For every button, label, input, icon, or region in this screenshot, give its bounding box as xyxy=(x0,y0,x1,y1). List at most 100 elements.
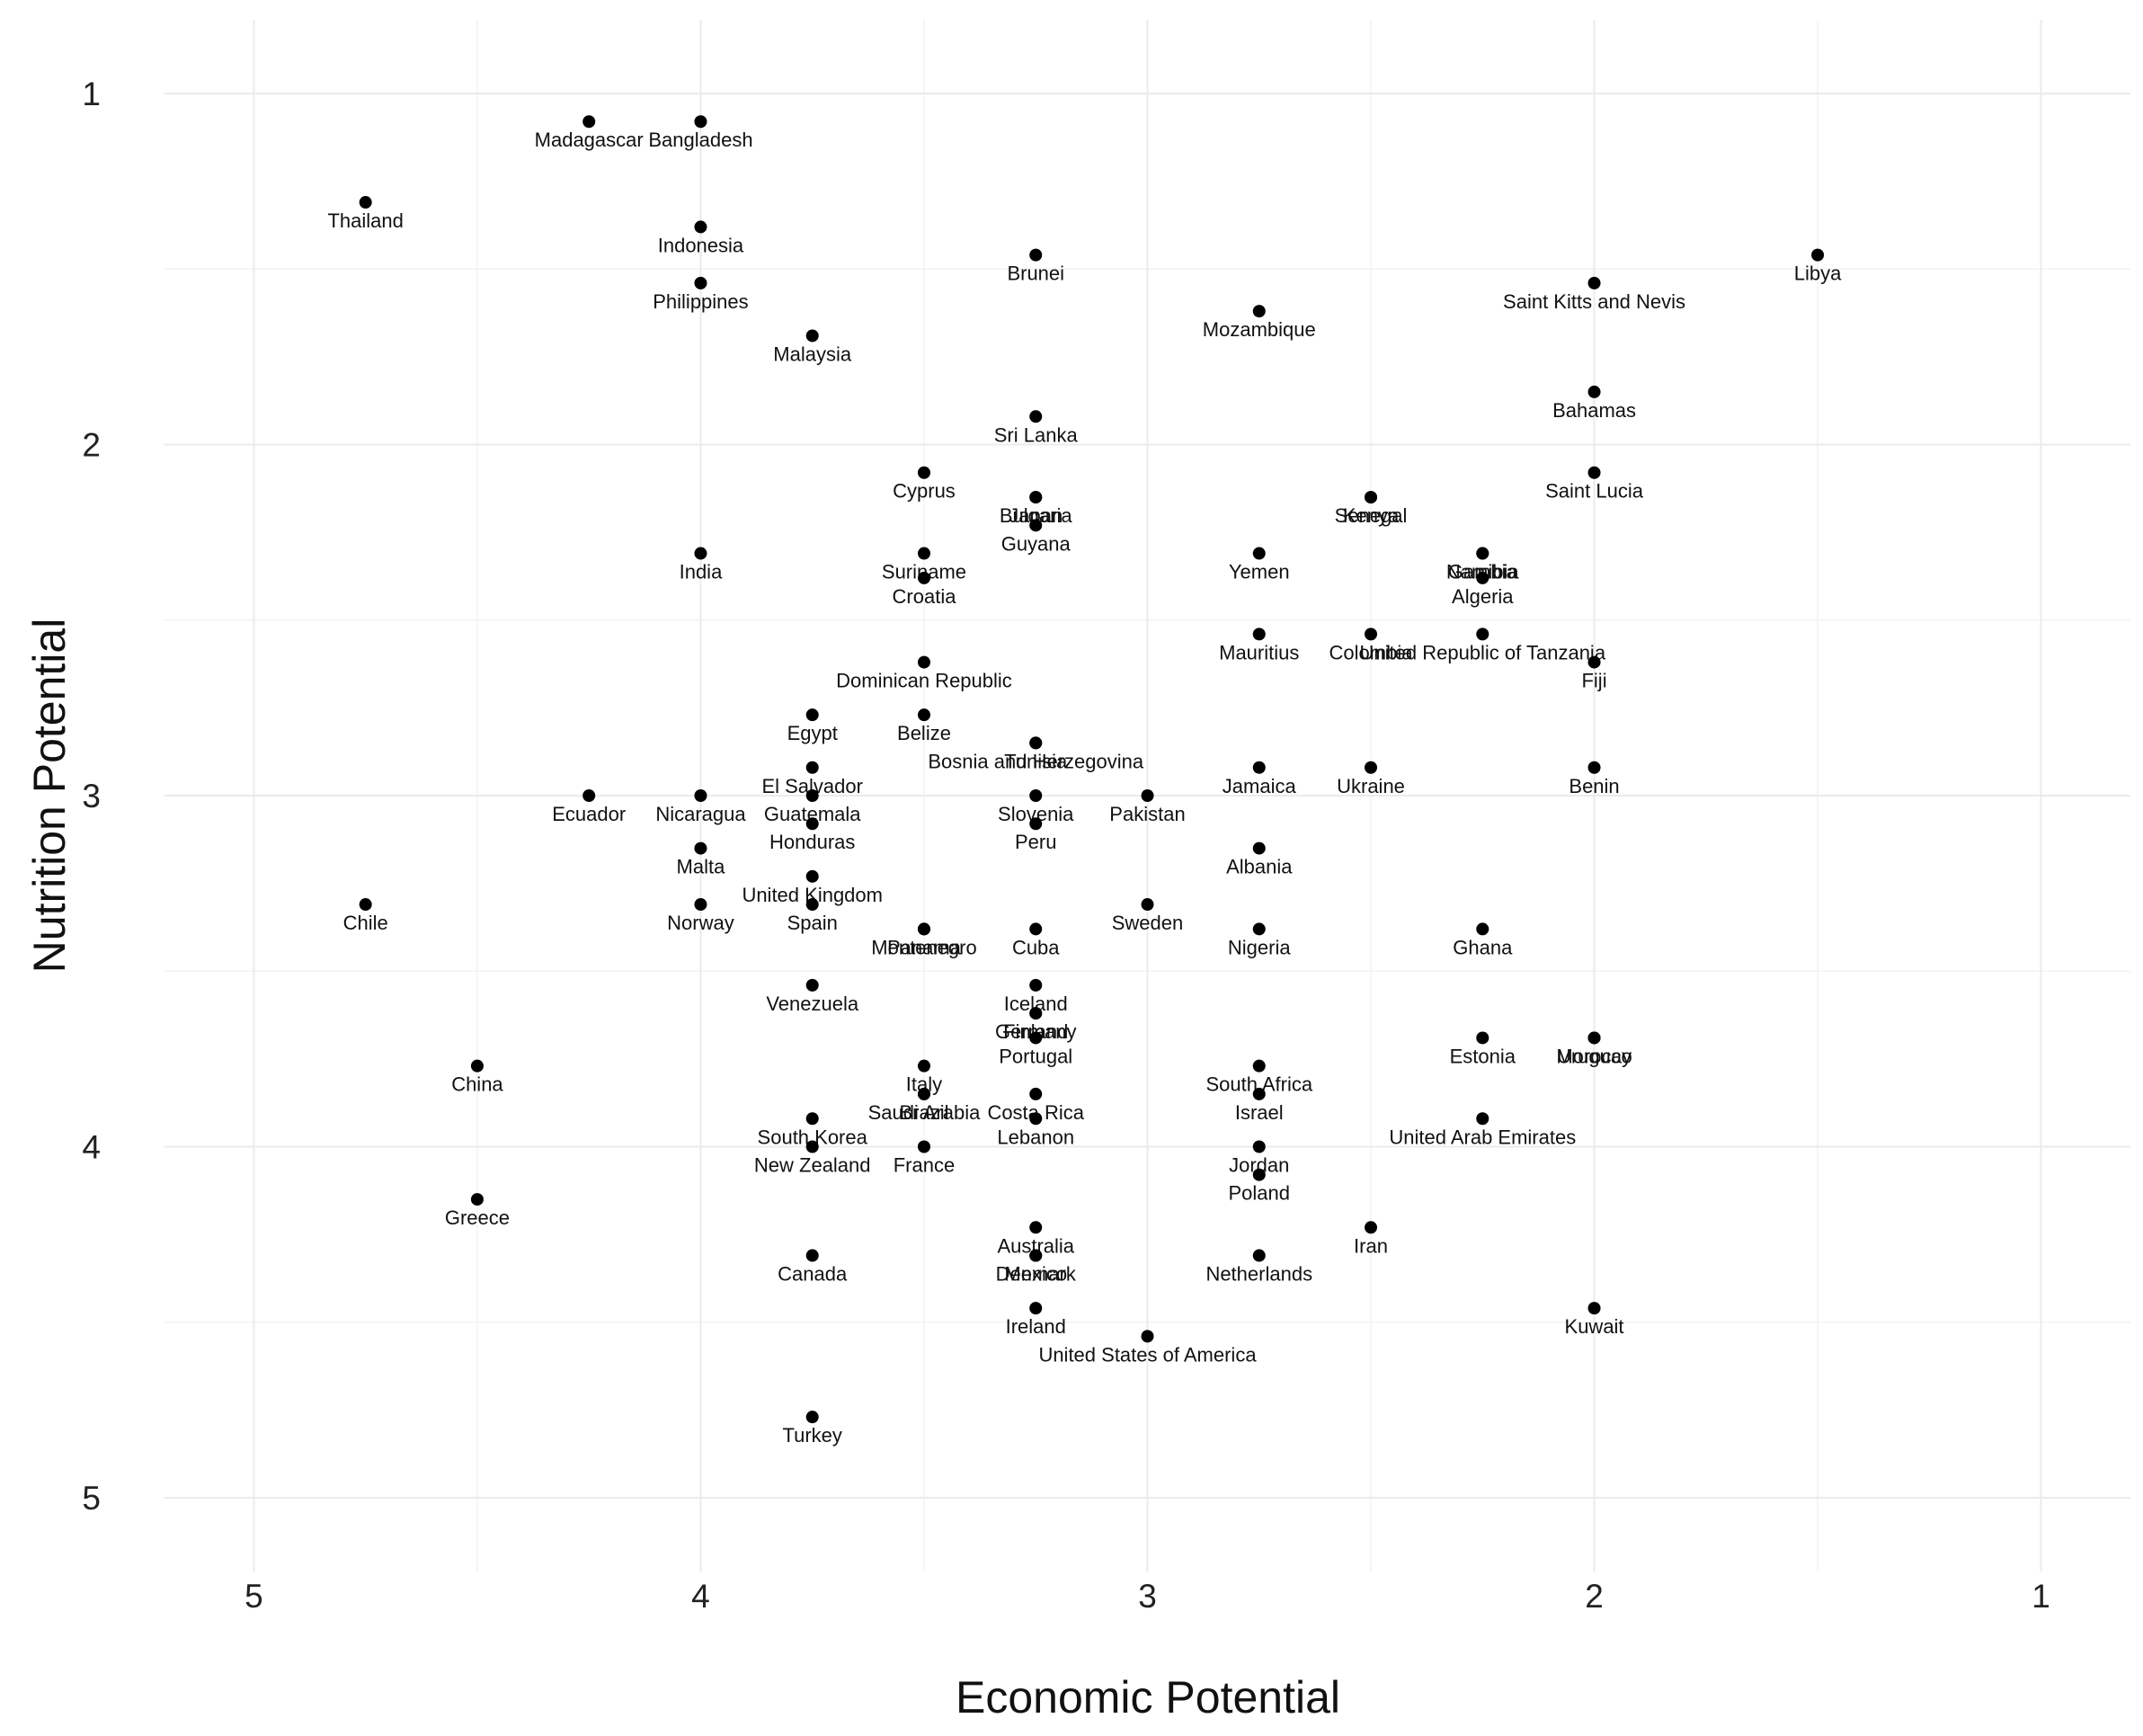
data-point xyxy=(1252,1087,1266,1100)
x-axis-ticks: 5 4 3 2 1 xyxy=(245,1578,2050,1615)
point-label: Portugal xyxy=(999,1045,1072,1067)
data-point xyxy=(694,276,707,289)
data-point xyxy=(582,115,596,129)
data-point xyxy=(1029,1087,1043,1100)
data-point xyxy=(805,1411,819,1424)
point-label: Saint Lucia xyxy=(1545,480,1644,503)
x-tick-label: 1 xyxy=(2032,1578,2050,1615)
point-label: Ghana xyxy=(1453,936,1513,958)
point-label: Cyprus xyxy=(893,480,956,503)
data-point xyxy=(1476,922,1489,936)
data-point xyxy=(1252,922,1266,936)
point-label: Belize xyxy=(897,722,951,744)
y-axis-ticks: 1 2 3 4 5 xyxy=(82,76,101,1517)
data-point xyxy=(1029,922,1043,936)
x-tick-label: 5 xyxy=(245,1578,263,1615)
point-label: Tunisia xyxy=(1004,750,1068,772)
data-point xyxy=(1029,1112,1043,1126)
data-point xyxy=(917,1059,930,1073)
data-point xyxy=(1476,1112,1489,1126)
point-label: Cuba xyxy=(1012,936,1060,958)
point-label: Turkey xyxy=(783,1424,842,1447)
data-point xyxy=(917,708,930,722)
data-point xyxy=(1029,491,1043,504)
point-label: Benin xyxy=(1569,775,1619,797)
data-point xyxy=(694,115,707,129)
point-label: Ireland xyxy=(1006,1315,1066,1338)
point-label: Algeria xyxy=(1452,585,1514,608)
data-point xyxy=(1365,628,1378,641)
data-point xyxy=(805,1249,819,1262)
data-point xyxy=(917,1087,930,1100)
point-label: Albania xyxy=(1226,856,1293,878)
data-point xyxy=(917,922,930,936)
point-label: Morocco xyxy=(1556,1045,1632,1067)
data-point xyxy=(917,571,930,584)
data-point xyxy=(694,547,707,560)
data-point xyxy=(1587,1302,1601,1315)
point-label: Sri Lanka xyxy=(994,423,1079,446)
data-point xyxy=(1141,789,1154,802)
data-point xyxy=(1476,628,1489,641)
data-point xyxy=(1587,1031,1601,1045)
point-label: Poland xyxy=(1229,1182,1291,1205)
data-point xyxy=(805,789,819,802)
point-label: Ecuador xyxy=(552,803,626,825)
point-label: Egypt xyxy=(787,722,838,744)
point-label: Sweden xyxy=(1112,912,1184,934)
data-point xyxy=(805,869,819,883)
point-label: Kuwait xyxy=(1565,1315,1624,1338)
point-label: Peru xyxy=(1015,831,1056,853)
point-label: Colombia xyxy=(1329,641,1414,663)
data-point xyxy=(805,817,819,831)
point-label: Bangladesh xyxy=(648,129,752,151)
point-label: Mozambique xyxy=(1203,318,1316,341)
data-point xyxy=(359,898,372,912)
data-point xyxy=(1252,841,1266,855)
x-tick-label: 2 xyxy=(1585,1578,1604,1615)
data-point xyxy=(917,466,930,479)
point-label: Yemen xyxy=(1229,561,1290,583)
point-label: Denmark xyxy=(996,1263,1077,1286)
data-point xyxy=(470,1193,484,1206)
point-label: Bahamas xyxy=(1552,399,1636,422)
point-label: Ukraine xyxy=(1337,775,1405,797)
point-label: Bosnia and Herzegovina xyxy=(928,750,1143,772)
point-label: Chile xyxy=(343,912,388,934)
data-points: Madagascar Bangladesh Thailand Indonesia Bru… xyxy=(327,115,1842,1447)
data-point xyxy=(1365,761,1378,774)
data-point xyxy=(1811,248,1825,262)
data-point xyxy=(1029,736,1043,750)
point-label: United States of America xyxy=(1038,1343,1257,1366)
point-label: Guyana xyxy=(1001,532,1072,555)
data-point xyxy=(1252,1249,1266,1262)
grid-lines xyxy=(165,20,2130,1571)
data-point xyxy=(917,655,930,669)
point-label: Pakistan xyxy=(1109,803,1185,825)
data-point xyxy=(694,789,707,802)
data-point xyxy=(359,196,372,209)
point-label: Nicaragua xyxy=(655,803,746,825)
data-point xyxy=(805,761,819,774)
data-point xyxy=(1141,898,1154,912)
point-label: Libya xyxy=(1794,263,1842,285)
data-point xyxy=(1029,1221,1043,1234)
point-label: Mauritius xyxy=(1219,641,1299,663)
data-point xyxy=(1029,519,1043,532)
data-point xyxy=(1029,410,1043,423)
point-label: Saudi Arabia xyxy=(868,1101,982,1124)
point-label: Indonesia xyxy=(658,234,744,256)
data-point xyxy=(805,898,819,912)
data-point xyxy=(805,708,819,722)
x-tick-label: 3 xyxy=(1138,1578,1157,1615)
data-point xyxy=(917,1140,930,1153)
data-point xyxy=(1252,1168,1266,1181)
point-label: Iran xyxy=(1354,1234,1388,1257)
data-point xyxy=(582,789,596,802)
data-point xyxy=(1587,385,1601,398)
data-point xyxy=(694,841,707,855)
point-label: Nigeria xyxy=(1228,936,1291,958)
point-label: India xyxy=(680,561,723,583)
point-label: China xyxy=(451,1073,503,1096)
y-tick-label: 3 xyxy=(82,778,101,815)
